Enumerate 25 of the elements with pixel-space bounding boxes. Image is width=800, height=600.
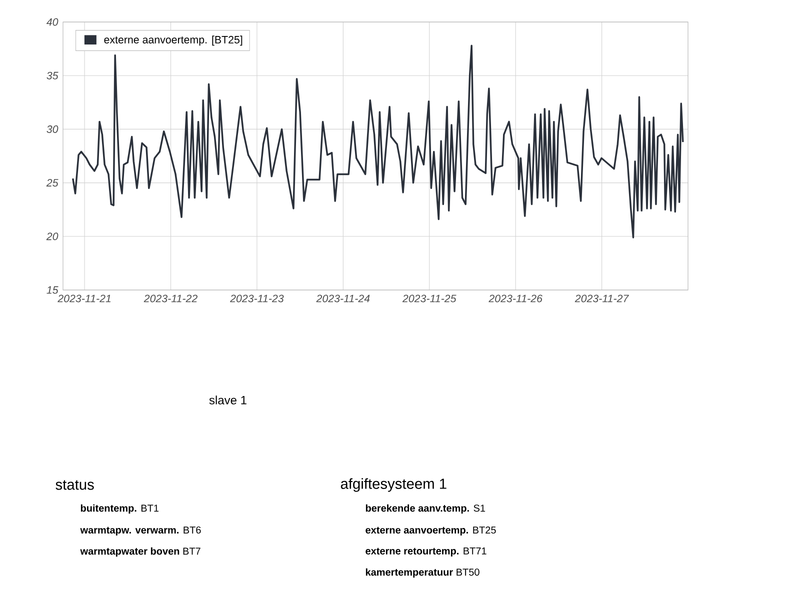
y-tick-label: 30: [46, 125, 58, 133]
y-tick-label: 40: [46, 18, 58, 26]
text: berekende aanv.temp. S1: [366, 504, 486, 514]
text: buitentemp. BT1: [80, 504, 158, 514]
x-tick-label: 2023-11-27: [574, 294, 629, 302]
x-tick-label: 2023-11-25: [402, 294, 456, 302]
text: warmtapwater boven BT7: [80, 547, 200, 557]
text: afgiftesysteem 1: [340, 478, 446, 492]
text: status: [56, 480, 94, 490]
x-tick-label: 2023-11-24: [316, 294, 370, 302]
y-tick-label: 25: [46, 179, 58, 187]
text: externe retourtemp. BT71: [366, 548, 486, 556]
text: slave 1: [209, 396, 246, 404]
line-series: [72, 44, 684, 238]
x-tick-label: 2023-11-22: [144, 294, 198, 302]
text: kamertemperatuur BT50: [366, 568, 480, 578]
y-tick-label: 35: [46, 72, 58, 80]
x-tick-label: 2023-11-26: [488, 294, 542, 302]
text: externe aanvoertemp. BT25: [366, 526, 496, 536]
legend-label: externe aanvoertemp. [BT25]: [104, 36, 242, 46]
text: warmtapw. verwarm. BT6: [80, 526, 201, 536]
y-tick-label: 15: [46, 286, 58, 294]
x-tick-label: 2023-11-23: [230, 294, 284, 302]
x-tick-label: 2023-11-21: [58, 294, 111, 302]
y-tick-label: 20: [46, 232, 58, 240]
